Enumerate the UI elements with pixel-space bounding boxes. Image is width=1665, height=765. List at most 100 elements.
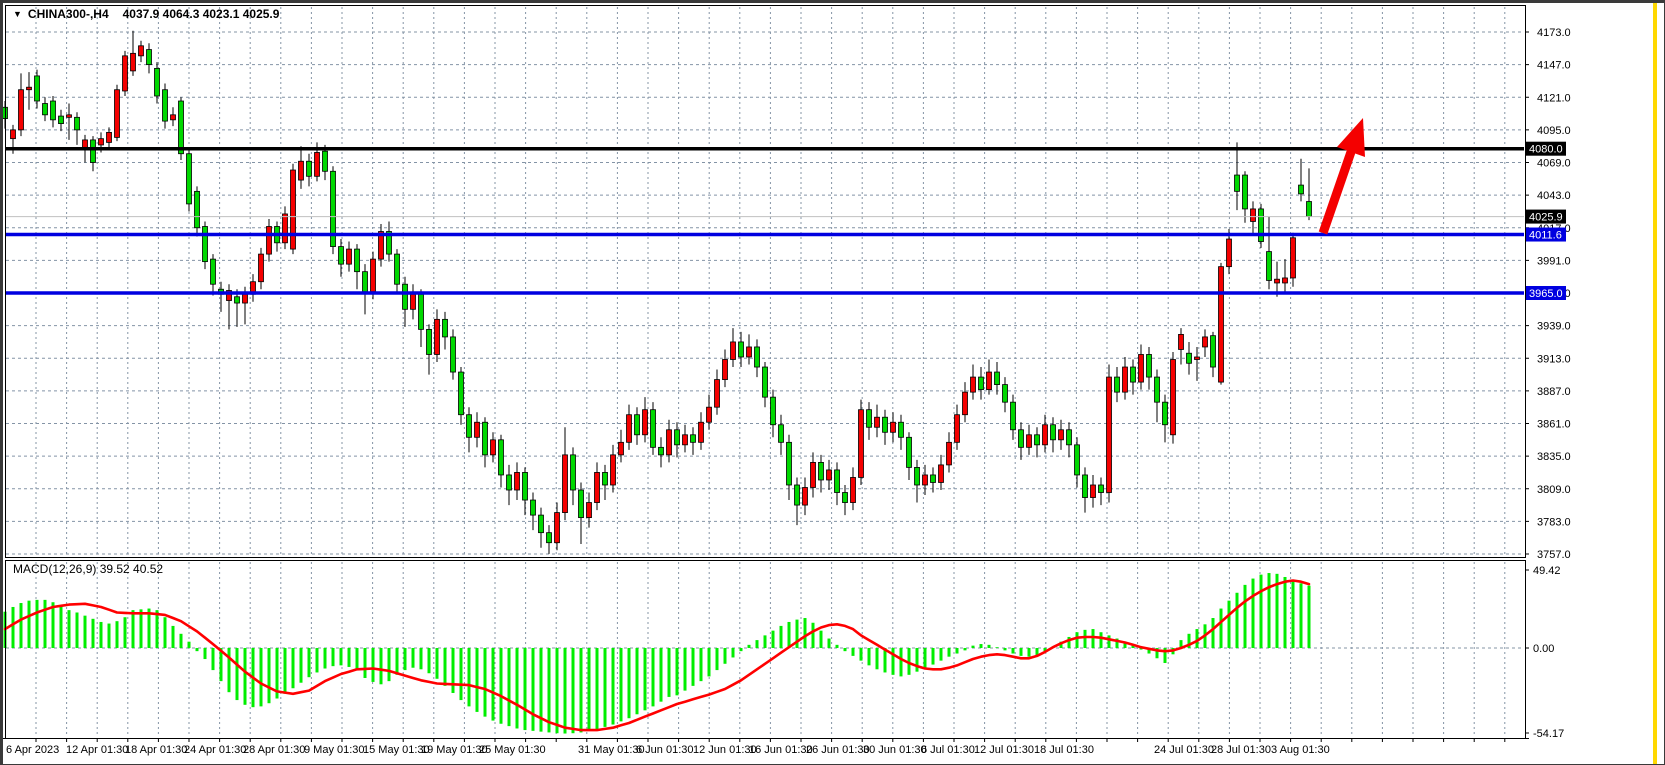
macd-histogram-bar: [795, 619, 799, 648]
candle-body: [730, 341, 736, 360]
candle-body: [1250, 208, 1256, 222]
candle-body: [114, 89, 120, 138]
macd-histogram-bar: [243, 648, 247, 705]
macd-histogram-bar: [59, 606, 63, 648]
candle-body: [450, 336, 456, 373]
macd-histogram-bar: [547, 648, 551, 733]
time-axis-label: 25 May 01:30: [479, 744, 546, 756]
trend-arrow-head[interactable]: [1337, 118, 1365, 157]
price-axis-label: 3991.0: [1537, 255, 1571, 267]
macd-histogram-bar: [459, 648, 463, 701]
candle-body: [1098, 484, 1104, 493]
candle-body: [922, 474, 928, 486]
macd-histogram-bar: [163, 617, 167, 648]
candle-body: [1234, 174, 1240, 192]
candle-body: [1274, 278, 1280, 284]
candle-body: [570, 454, 576, 491]
macd-histogram-bar: [355, 648, 359, 671]
candle-body: [1242, 174, 1248, 210]
macd-histogram-bar: [171, 625, 175, 648]
macd-histogram-bar: [155, 610, 159, 648]
candle-body: [1162, 401, 1168, 426]
time-axis-label: 6 Jun 01:30: [636, 744, 694, 756]
candle-body: [194, 190, 200, 229]
macd-histogram-bar: [307, 648, 311, 678]
macd-histogram-bar: [867, 648, 871, 666]
macd-histogram-bar: [1075, 632, 1079, 648]
candle-body: [930, 474, 936, 483]
price-badge: [1526, 209, 1566, 224]
price-axis-label: 4147.0: [1537, 60, 1571, 72]
candle-body: [794, 484, 800, 506]
candle-body: [530, 499, 536, 516]
time-axis-label: 19 May 01:30: [421, 744, 488, 756]
yellow-edge-line: [1653, 1, 1657, 764]
candle-body: [586, 502, 592, 519]
candle-body: [1114, 376, 1120, 393]
time-axis-label: 24 Jul 01:30: [1154, 744, 1214, 756]
candle-body: [954, 414, 960, 443]
candle-body: [1066, 429, 1072, 446]
macd-histogram-bar: [635, 648, 639, 715]
candle-body: [594, 472, 600, 503]
macd-histogram-bar: [1195, 629, 1199, 648]
macd-histogram-bar: [275, 648, 279, 699]
macd-histogram-bar: [835, 644, 839, 648]
macd-histogram-bar: [1227, 600, 1231, 648]
macd-histogram-bar: [987, 644, 991, 648]
candle-body: [266, 226, 272, 255]
candle-body: [890, 421, 896, 433]
macd-histogram-bar: [203, 648, 207, 660]
macd-histogram-bar: [11, 606, 15, 648]
symbol-dropdown-icon[interactable]: ▼: [13, 8, 22, 19]
macd-histogram-bar: [1083, 629, 1087, 648]
macd-histogram-bar: [667, 648, 671, 697]
candle-body: [1050, 424, 1056, 441]
macd-histogram-bar: [283, 648, 287, 694]
macd-histogram-bar: [747, 644, 751, 648]
time-axis-label: 6 Jul 01:30: [921, 744, 975, 756]
macd-histogram-bar: [27, 600, 31, 648]
macd-histogram-bar: [923, 648, 927, 669]
macd-histogram-bar: [331, 648, 335, 667]
macd-histogram-bar: [91, 618, 95, 648]
macd-axis-label: -54.17: [1533, 728, 1564, 740]
candle-body: [538, 514, 544, 534]
macd-histogram-bar: [1283, 576, 1287, 648]
candle-body: [386, 231, 392, 255]
candle-body: [42, 103, 48, 116]
candle-body: [1154, 376, 1160, 403]
macd-histogram-bar: [195, 648, 199, 652]
macd-pane-border: [5, 560, 1526, 739]
candle-body: [554, 512, 560, 544]
candle-body: [18, 89, 24, 131]
ohlc-values-label: 4037.9 4064.3 4023.1 4025.9: [122, 7, 280, 21]
price-axis-label: 3835.0: [1537, 451, 1571, 463]
macd-histogram-bar: [979, 644, 983, 648]
time-axis-label: 31 May 01:30: [578, 744, 645, 756]
macd-histogram-bar: [1299, 583, 1303, 648]
macd-histogram-bar: [523, 648, 527, 731]
candle-body: [106, 131, 112, 143]
candle-body: [626, 414, 632, 443]
trend-arrow-shaft[interactable]: [1318, 147, 1357, 235]
macd-histogram-bar: [1027, 648, 1031, 657]
macd-histogram-bar: [491, 648, 495, 721]
candle-body: [986, 371, 992, 391]
macd-histogram-bar: [1019, 648, 1023, 656]
macd-histogram-bar: [299, 648, 303, 683]
candle-body: [802, 487, 808, 506]
price-badge-label: 3965.0: [1529, 288, 1563, 300]
candle-body: [1226, 238, 1232, 268]
candle-body: [786, 441, 792, 486]
macd-histogram-bar: [179, 633, 183, 648]
macd-histogram-bar: [947, 648, 951, 657]
candle-body: [914, 467, 920, 486]
macd-histogram-bar: [1163, 648, 1167, 663]
macd-histogram-bar: [659, 648, 663, 702]
macd-histogram-bar: [347, 648, 351, 667]
macd-histogram-bar: [1003, 648, 1007, 651]
candle-body: [330, 170, 336, 247]
